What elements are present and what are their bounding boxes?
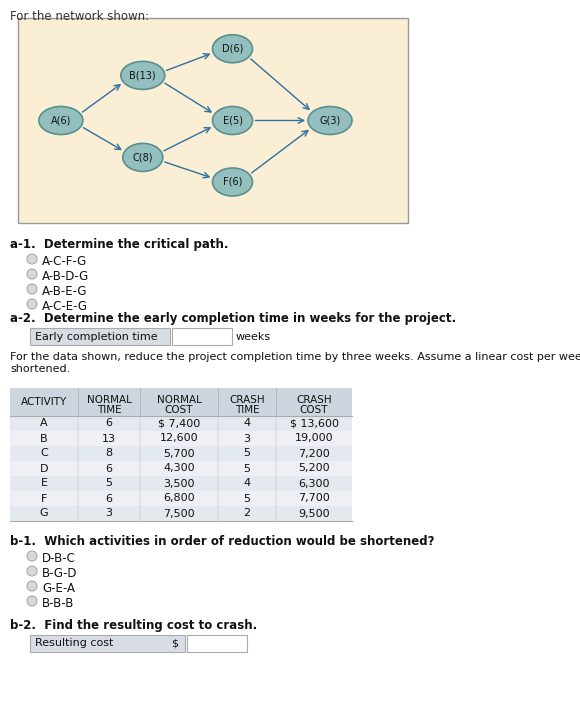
Text: Early completion time: Early completion time [35,332,158,342]
Text: 3,500: 3,500 [163,479,195,489]
Text: 5: 5 [244,449,251,459]
Text: C: C [40,449,48,459]
Text: A-C-E-G: A-C-E-G [42,300,88,313]
Text: TIME: TIME [97,405,121,415]
Text: 2: 2 [244,508,251,518]
Text: 3: 3 [106,508,113,518]
Text: $ 13,600: $ 13,600 [289,418,339,428]
Ellipse shape [212,168,252,196]
Text: G: G [39,508,48,518]
Text: b-1.  Which activities in order of reduction would be shortened?: b-1. Which activities in order of reduct… [10,535,434,548]
FancyBboxPatch shape [18,18,408,223]
Text: 8: 8 [106,449,113,459]
Text: A-C-F-G: A-C-F-G [42,255,87,268]
Text: 4: 4 [244,479,251,489]
Text: 9,500: 9,500 [298,508,330,518]
Text: 7,200: 7,200 [298,449,330,459]
FancyBboxPatch shape [172,328,232,345]
Text: A-B-D-G: A-B-D-G [42,270,89,283]
Text: A(6): A(6) [50,116,71,125]
FancyBboxPatch shape [10,446,352,461]
Text: 6,300: 6,300 [298,479,330,489]
Circle shape [27,566,37,576]
Circle shape [27,269,37,279]
Text: 6,800: 6,800 [163,493,195,503]
Circle shape [27,551,37,561]
Text: For the network shown:: For the network shown: [10,10,149,23]
Text: a-1.  Determine the critical path.: a-1. Determine the critical path. [10,238,229,251]
FancyBboxPatch shape [187,635,247,652]
Text: 5: 5 [244,493,251,503]
Text: 4,300: 4,300 [163,464,195,474]
Circle shape [27,581,37,591]
Ellipse shape [212,106,252,135]
Circle shape [27,254,37,264]
Text: B(13): B(13) [129,70,156,80]
FancyBboxPatch shape [10,416,352,431]
Text: COST: COST [165,405,193,415]
Text: shortened.: shortened. [10,364,70,374]
Text: 19,000: 19,000 [295,433,333,444]
Text: 5: 5 [244,464,251,474]
Text: D: D [40,464,48,474]
FancyBboxPatch shape [10,491,352,506]
Text: COST: COST [300,405,328,415]
Ellipse shape [121,62,165,89]
Text: F: F [41,493,47,503]
Text: a-2.  Determine the early completion time in weeks for the project.: a-2. Determine the early completion time… [10,312,456,325]
Text: F(6): F(6) [223,177,242,187]
Text: CRASH: CRASH [296,395,332,405]
Text: G-E-A: G-E-A [42,582,75,595]
Text: 7,700: 7,700 [298,493,330,503]
FancyBboxPatch shape [30,328,170,345]
Circle shape [27,596,37,606]
Text: 6: 6 [106,418,113,428]
Text: 6: 6 [106,464,113,474]
Ellipse shape [39,106,83,135]
Text: 5,700: 5,700 [163,449,195,459]
Text: B-G-D: B-G-D [42,567,78,580]
Text: 4: 4 [244,418,251,428]
Circle shape [27,299,37,309]
Text: C(8): C(8) [133,152,153,162]
Text: $: $ [172,639,179,649]
Text: B-B-B: B-B-B [42,597,74,610]
Text: CRASH: CRASH [229,395,265,405]
Text: D-B-C: D-B-C [42,552,76,565]
Text: For the data shown, reduce the project completion time by three weeks. Assume a : For the data shown, reduce the project c… [10,352,580,362]
Text: B: B [40,433,48,444]
FancyBboxPatch shape [10,506,352,521]
Text: NORMAL: NORMAL [86,395,132,405]
Circle shape [27,284,37,294]
Text: E: E [41,479,48,489]
Text: D(6): D(6) [222,44,243,54]
Text: TIME: TIME [235,405,259,415]
FancyBboxPatch shape [10,431,352,446]
Text: $ 7,400: $ 7,400 [158,418,200,428]
Text: 3: 3 [244,433,251,444]
FancyBboxPatch shape [10,461,352,476]
FancyBboxPatch shape [30,635,185,652]
Text: 5,200: 5,200 [298,464,330,474]
Text: A: A [40,418,48,428]
Text: G(3): G(3) [320,116,340,125]
Text: ACTIVITY: ACTIVITY [21,397,67,407]
Text: Resulting cost: Resulting cost [35,639,113,649]
Text: A-B-E-G: A-B-E-G [42,285,88,298]
Ellipse shape [123,143,163,172]
Ellipse shape [308,106,352,135]
Text: 7,500: 7,500 [163,508,195,518]
Text: b-2.  Find the resulting cost to crash.: b-2. Find the resulting cost to crash. [10,619,258,632]
Text: 6: 6 [106,493,113,503]
Text: E(5): E(5) [223,116,242,125]
FancyBboxPatch shape [10,476,352,491]
Text: NORMAL: NORMAL [157,395,201,405]
Text: 12,600: 12,600 [160,433,198,444]
Ellipse shape [212,35,252,63]
FancyBboxPatch shape [10,388,352,416]
Text: 13: 13 [102,433,116,444]
Text: 5: 5 [106,479,113,489]
Text: weeks: weeks [236,332,271,342]
